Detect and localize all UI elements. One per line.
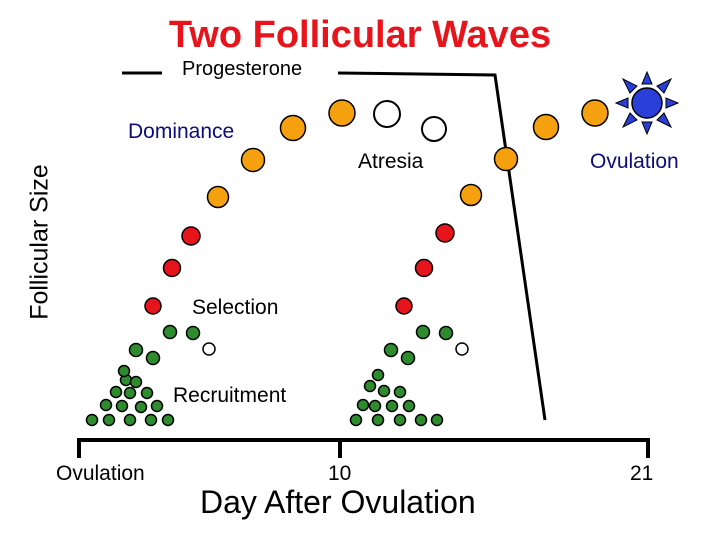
ovulation-stage-label: Ovulation [590, 150, 679, 173]
ovulatory-follicle [614, 70, 680, 136]
x-tick-label-ovulation: Ovulation [56, 462, 145, 485]
wave-1-recruitment-follicles [85, 324, 201, 427]
progesterone-curve [337, 71, 547, 421]
atresia-label: Atresia [358, 150, 424, 173]
x-axis-label: Day After Ovulation [200, 484, 476, 520]
wave-1-dominant-follicles [206, 99, 356, 209]
progesterone-label: Progesterone [182, 58, 303, 80]
wave-2-selected-follicles [395, 223, 455, 315]
x-tick-label-21: 21 [630, 462, 654, 485]
diagram-title: Two Follicular Waves [168, 14, 552, 56]
wave-1-selected-follicles [144, 226, 201, 315]
wave-1-atretic-follicles [373, 100, 447, 142]
selection-label: Selection [192, 296, 279, 319]
wave-2-atretic-small-follicle [455, 342, 469, 356]
x-tick-label-10: 10 [328, 462, 352, 485]
wave-2-dominant-follicles [459, 99, 609, 207]
recruitment-label: Recruitment [173, 384, 287, 407]
wave-2-recruitment-follicles [349, 324, 454, 427]
wave-1-atretic-small-follicle [202, 342, 216, 356]
dominance-label: Dominance [128, 120, 235, 143]
